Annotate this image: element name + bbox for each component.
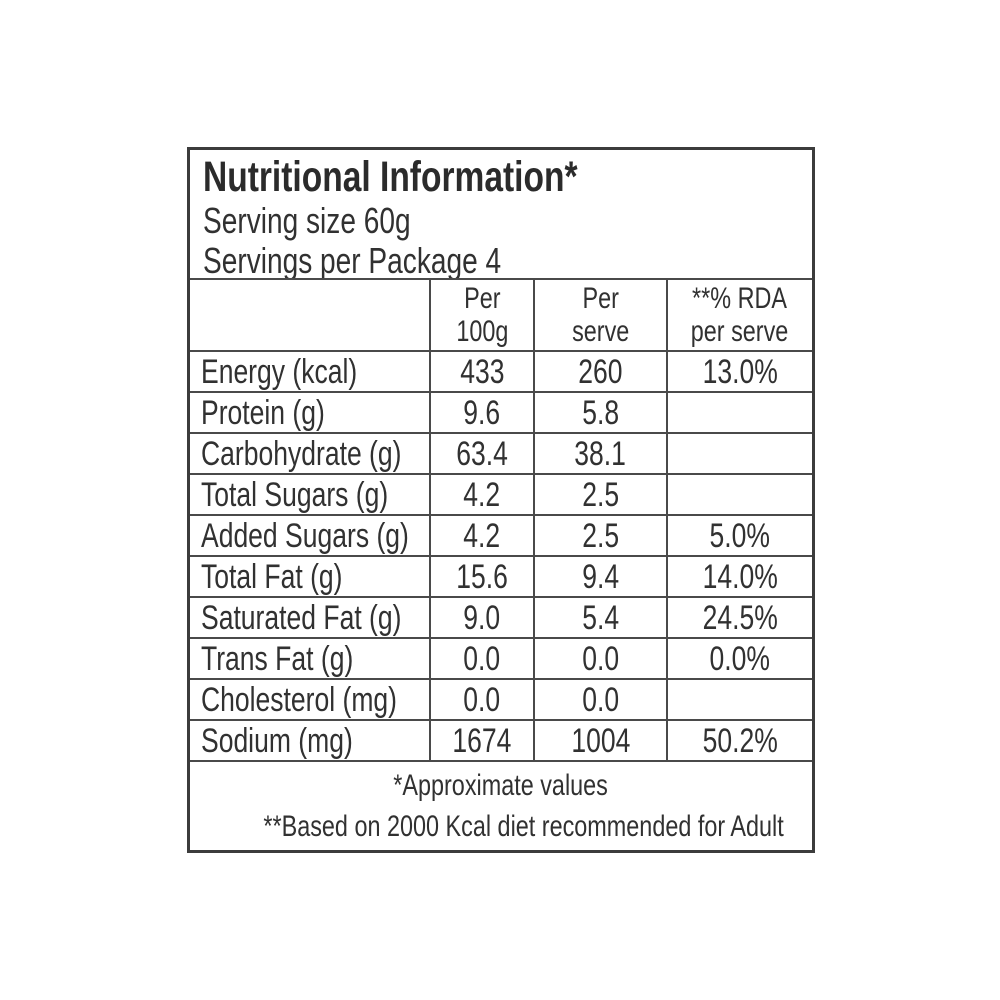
value-per-serve: 9.4 bbox=[533, 555, 666, 596]
row-label: Trans Fat (g) bbox=[190, 637, 429, 678]
footnote-approximate: *Approximate values bbox=[393, 769, 609, 802]
row-label: Energy (kcal) bbox=[190, 350, 429, 391]
value-per-100g: 0.0 bbox=[429, 637, 533, 678]
row-label: Saturated Fat (g) bbox=[190, 596, 429, 637]
label-header: Nutritional Information* Serving size 60… bbox=[190, 150, 812, 280]
value-per-serve: 0.0 bbox=[533, 637, 666, 678]
value-rda-per-serve bbox=[666, 473, 812, 514]
value-rda-per-serve: 24.5% bbox=[666, 596, 812, 637]
value-per-100g: 15.6 bbox=[429, 555, 533, 596]
row-label: Added Sugars (g) bbox=[190, 514, 429, 555]
nutrition-label: Nutritional Information* Serving size 60… bbox=[187, 147, 815, 853]
value-rda-per-serve: 5.0% bbox=[666, 514, 812, 555]
row-label: Cholesterol (mg) bbox=[190, 678, 429, 719]
row-label: Sodium (mg) bbox=[190, 719, 429, 760]
value-per-100g: 0.0 bbox=[429, 678, 533, 719]
column-header-rda-per-serve: **% RDA per serve bbox=[666, 280, 812, 350]
value-per-serve: 5.8 bbox=[533, 391, 666, 432]
value-per-100g: 4.2 bbox=[429, 473, 533, 514]
value-per-serve: 260 bbox=[533, 350, 666, 391]
value-per-serve: 0.0 bbox=[533, 678, 666, 719]
row-label: Total Sugars (g) bbox=[190, 473, 429, 514]
column-header-rda-per-serve-text: **% RDA per serve bbox=[691, 282, 789, 348]
column-header-per-serve-text: Per serve bbox=[571, 282, 630, 348]
value-per-100g: 9.0 bbox=[429, 596, 533, 637]
servings-per-package-value: Servings per Package 4 bbox=[203, 240, 502, 280]
column-header-per-100g-text: Per 100g bbox=[455, 282, 509, 348]
label-title-text: Nutritional Information* bbox=[203, 153, 578, 201]
row-label: Carbohydrate (g) bbox=[190, 432, 429, 473]
value-per-serve: 38.1 bbox=[533, 432, 666, 473]
value-per-100g: 433 bbox=[429, 350, 533, 391]
value-per-100g: 63.4 bbox=[429, 432, 533, 473]
value-rda-per-serve bbox=[666, 432, 812, 473]
column-header-per-100g: Per 100g bbox=[429, 280, 533, 350]
value-per-100g: 1674 bbox=[429, 719, 533, 760]
footnote-rda-basis: **Based on 2000 Kcal diet recommended fo… bbox=[263, 810, 784, 843]
value-rda-per-serve bbox=[666, 391, 812, 432]
value-rda-per-serve: 13.0% bbox=[666, 350, 812, 391]
label-title: Nutritional Information* bbox=[203, 154, 804, 201]
value-per-serve: 1004 bbox=[533, 719, 666, 760]
row-label: Total Fat (g) bbox=[190, 555, 429, 596]
value-per-serve: 5.4 bbox=[533, 596, 666, 637]
value-per-100g: 4.2 bbox=[429, 514, 533, 555]
value-per-serve: 2.5 bbox=[533, 473, 666, 514]
column-header-per-serve: Per serve bbox=[533, 280, 666, 350]
nutrition-table: Per 100g Per serve **% RDA per serve bbox=[190, 280, 812, 760]
label-footnotes: *Approximate values **Based on 2000 Kcal… bbox=[190, 760, 812, 850]
row-label: Protein (g) bbox=[190, 391, 429, 432]
value-rda-per-serve: 14.0% bbox=[666, 555, 812, 596]
value-rda-per-serve bbox=[666, 678, 812, 719]
serving-size-value: Serving size 60g bbox=[203, 200, 411, 241]
value-rda-per-serve: 0.0% bbox=[666, 637, 812, 678]
column-header-blank bbox=[190, 280, 429, 350]
value-per-100g: 9.6 bbox=[429, 391, 533, 432]
value-rda-per-serve: 50.2% bbox=[666, 719, 812, 760]
serving-size-text: Serving size 60g bbox=[203, 201, 804, 241]
value-per-serve: 2.5 bbox=[533, 514, 666, 555]
servings-per-package-text: Servings per Package 4 bbox=[203, 240, 804, 280]
